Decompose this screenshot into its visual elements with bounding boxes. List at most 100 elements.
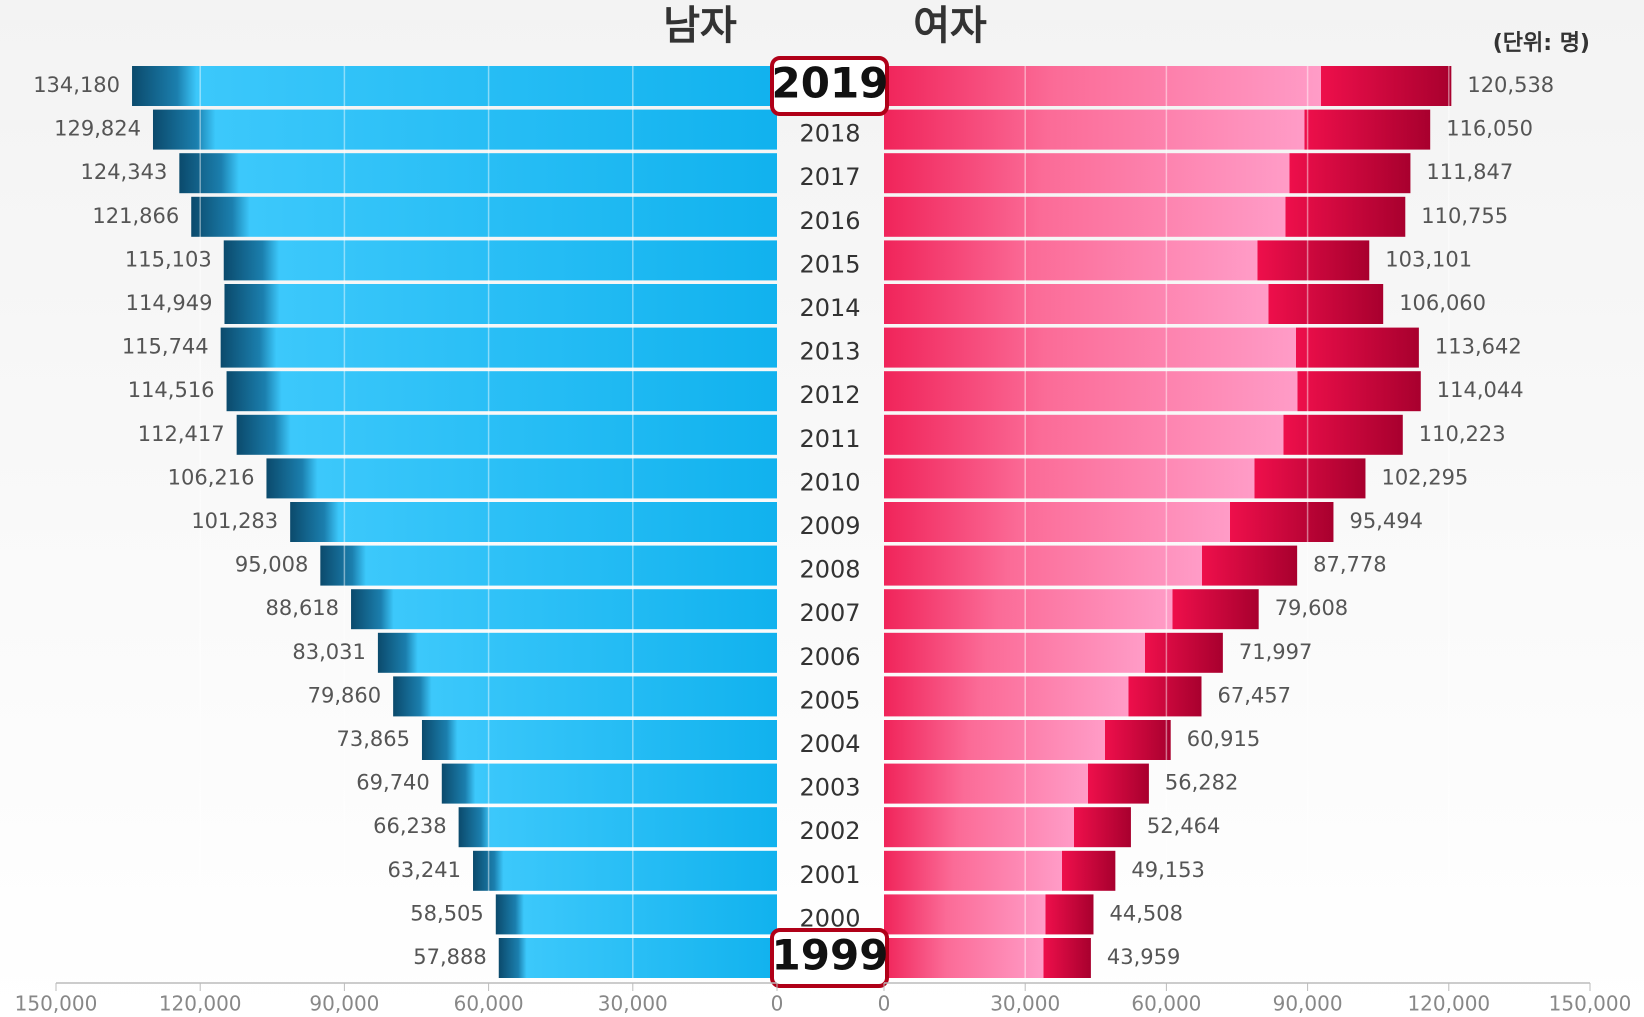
male-bar <box>266 458 777 499</box>
female-value-label: 71,997 <box>1239 640 1312 664</box>
female-value-label: 116,050 <box>1446 117 1533 141</box>
female-bar <box>884 458 1366 499</box>
x-tick-label: 120,000 <box>1407 992 1490 1016</box>
male-bar <box>179 153 777 194</box>
male-value-label: 69,740 <box>356 771 429 795</box>
female-bar <box>884 502 1334 542</box>
female-bar <box>884 153 1411 194</box>
female-value-label: 120,538 <box>1467 73 1554 97</box>
male-bar <box>377 632 777 673</box>
male-value-label: 106,216 <box>168 465 255 489</box>
unit-note: (단위: 명) <box>1493 31 1590 56</box>
female-value-label: 56,282 <box>1165 771 1238 795</box>
male-bar <box>351 589 777 630</box>
female-bar <box>884 720 1171 760</box>
male-value-label: 83,031 <box>292 640 365 664</box>
year-highlight <box>770 56 889 116</box>
male-bar <box>458 807 777 848</box>
x-tick-label: 30,000 <box>598 992 668 1016</box>
male-bar <box>498 938 777 978</box>
female-value-label: 52,464 <box>1147 814 1220 838</box>
female-bar <box>884 109 1431 150</box>
male-title: 남자 <box>663 3 737 49</box>
year-label: 2013 <box>799 338 860 366</box>
male-bar <box>220 327 778 368</box>
male-value-label: 112,417 <box>138 422 225 446</box>
year-label: 2002 <box>799 817 860 845</box>
year-highlight <box>770 928 889 988</box>
bars <box>132 66 1452 983</box>
x-tick-label: 150,000 <box>1549 992 1632 1016</box>
year-label: 2004 <box>799 730 860 758</box>
female-value-label: 113,642 <box>1435 335 1522 359</box>
male-value-label: 95,008 <box>235 553 308 577</box>
female-value-label: 95,494 <box>1349 509 1422 533</box>
female-bar <box>884 66 1452 106</box>
male-value-label: 101,283 <box>191 509 278 533</box>
male-value-label: 134,180 <box>33 73 120 97</box>
year-label: 2015 <box>799 250 860 278</box>
male-bar <box>473 850 777 891</box>
female-bar <box>884 850 1116 891</box>
female-value-label: 110,755 <box>1421 204 1508 228</box>
year-label: 2010 <box>799 468 860 496</box>
female-title: 여자 <box>913 3 987 49</box>
female-bar <box>884 894 1094 935</box>
male-value-label: 58,505 <box>410 901 483 925</box>
female-bar <box>884 414 1403 455</box>
male-value-label: 73,865 <box>336 727 409 751</box>
male-value-label: 88,618 <box>266 596 339 620</box>
year-label: 2001 <box>799 861 860 889</box>
x-tick-label: 0 <box>771 992 784 1016</box>
female-bar <box>884 327 1419 368</box>
male-value-label: 129,824 <box>54 117 141 141</box>
male-bar <box>191 196 777 237</box>
x-tick-label: 0 <box>878 992 891 1016</box>
x-tick-label: 60,000 <box>1131 992 1201 1016</box>
female-bar <box>884 545 1298 586</box>
year-label: 2006 <box>799 643 860 671</box>
male-bar <box>495 894 777 935</box>
female-value-label: 106,060 <box>1399 291 1486 315</box>
male-bar <box>320 545 777 586</box>
x-tick-label: 60,000 <box>454 992 524 1016</box>
female-value-label: 67,457 <box>1217 683 1290 707</box>
male-value-label: 124,343 <box>80 160 167 184</box>
female-bar <box>884 196 1406 237</box>
male-bar <box>223 240 777 281</box>
female-bar <box>884 240 1370 281</box>
female-value-label: 43,959 <box>1107 945 1180 969</box>
female-value-label: 49,153 <box>1131 858 1204 882</box>
year-label: 2016 <box>799 207 860 235</box>
x-tick-label: 120,000 <box>159 992 242 1016</box>
year-label: 2003 <box>799 774 860 802</box>
year-label: 1999 <box>772 931 889 980</box>
year-label: 2005 <box>799 686 860 714</box>
overlay: 134,180 120,538 2019 129,824 116,050 2018 124,… <box>33 56 1554 988</box>
male-bar <box>224 284 778 324</box>
male-bar <box>236 414 778 455</box>
male-bar <box>421 720 777 760</box>
female-value-label: 103,101 <box>1385 247 1472 271</box>
male-bar <box>393 676 777 717</box>
female-value-label: 87,778 <box>1313 553 1386 577</box>
female-bar <box>884 632 1223 673</box>
male-value-label: 66,238 <box>373 814 446 838</box>
year-label: 2011 <box>799 425 860 453</box>
year-label: 2018 <box>799 120 860 148</box>
x-tick-label: 30,000 <box>990 992 1060 1016</box>
male-bar <box>226 371 777 412</box>
female-bar <box>884 807 1131 848</box>
male-value-label: 115,744 <box>122 335 209 359</box>
female-value-label: 111,847 <box>1426 160 1513 184</box>
female-bar <box>884 284 1384 324</box>
female-bar <box>884 371 1421 412</box>
female-bar <box>884 676 1202 717</box>
male-bar <box>290 502 777 542</box>
female-value-label: 114,044 <box>1437 378 1524 402</box>
year-label: 2007 <box>799 599 860 627</box>
year-label: 2008 <box>799 556 860 584</box>
year-label: 2017 <box>799 163 860 191</box>
male-value-label: 57,888 <box>413 945 486 969</box>
